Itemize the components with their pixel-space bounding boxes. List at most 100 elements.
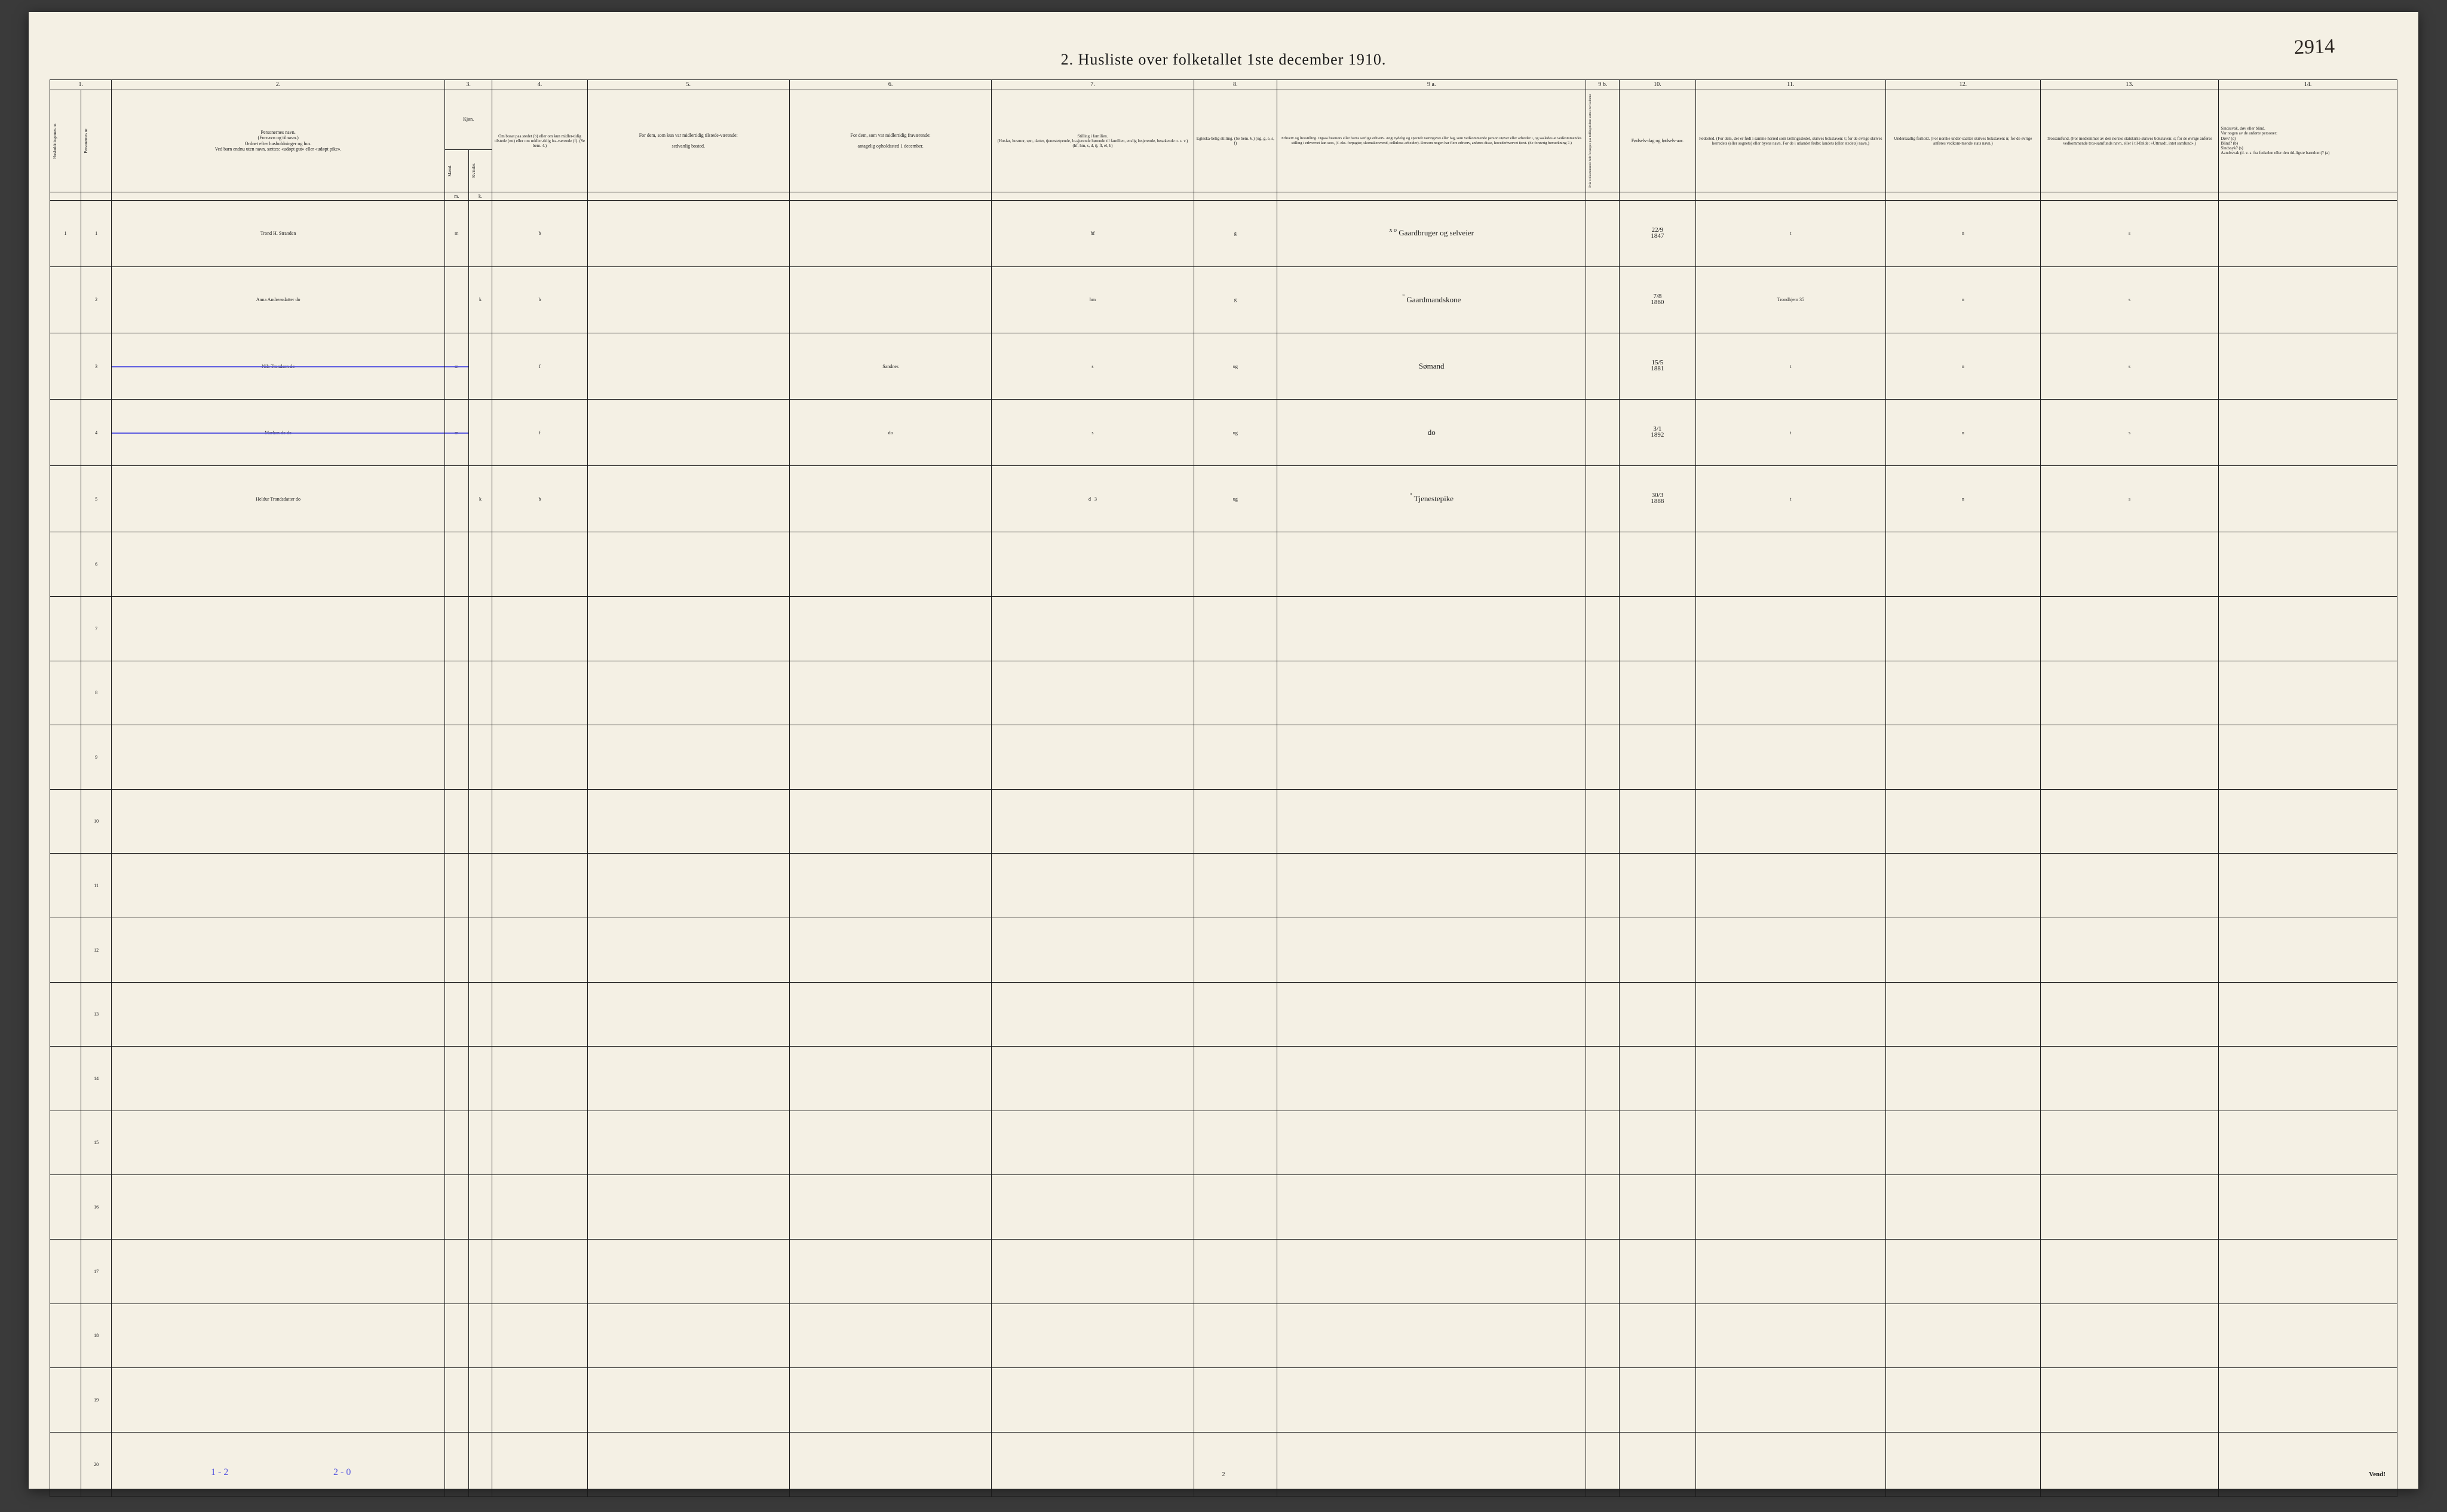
cell-7 xyxy=(992,854,1194,918)
cell-6 xyxy=(789,661,991,725)
cell-7 xyxy=(992,1175,1194,1240)
cell-13: s xyxy=(2040,466,2219,532)
cell-12 xyxy=(1886,789,2041,854)
cell-8 xyxy=(1194,1432,1277,1496)
cell-sex-k xyxy=(468,918,492,982)
col-num-14: 14. xyxy=(2219,80,2397,90)
cell-pnr: 18 xyxy=(81,1304,112,1368)
cell-11: Trondhjem 35 xyxy=(1695,266,1885,333)
cell-11 xyxy=(1695,661,1885,725)
cell-8: ug xyxy=(1194,400,1277,466)
cell-13: s xyxy=(2040,200,2219,266)
col-num-9a: 9 a. xyxy=(1277,80,1586,90)
cell-7 xyxy=(992,1368,1194,1433)
cell-bosat xyxy=(492,1432,587,1496)
cell-5 xyxy=(587,1175,789,1240)
cell-sex-k xyxy=(468,1304,492,1368)
cell-11 xyxy=(1695,1304,1885,1368)
cell-9a xyxy=(1277,854,1586,918)
cell-hnr xyxy=(50,266,81,333)
cell-9b xyxy=(1586,266,1620,333)
cell-6: do xyxy=(789,400,991,466)
cell-6 xyxy=(789,1432,991,1496)
cell-9b xyxy=(1586,1239,1620,1304)
cell-5 xyxy=(587,918,789,982)
hdr-kjon: Kjøn. xyxy=(444,90,492,149)
cell-6 xyxy=(789,1368,991,1433)
cell-5 xyxy=(587,400,789,466)
cell-12 xyxy=(1886,596,2041,661)
cell-5 xyxy=(587,1239,789,1304)
cell-11: t xyxy=(1695,200,1885,266)
cell-8 xyxy=(1194,532,1277,597)
cell-name xyxy=(112,1175,444,1240)
cell-11: t xyxy=(1695,466,1885,532)
hdr-6: For dem, som var midlertidig fraværende:… xyxy=(789,90,991,192)
cell-13 xyxy=(2040,1111,2219,1175)
cell-9b xyxy=(1586,1111,1620,1175)
cell-7 xyxy=(992,982,1194,1047)
cell-sex-k xyxy=(468,725,492,790)
cell-9b xyxy=(1586,466,1620,532)
cell-6 xyxy=(789,789,991,854)
cell-14 xyxy=(2219,1304,2397,1368)
cell-hnr xyxy=(50,1047,81,1111)
cell-name: Marken do do xyxy=(112,400,444,466)
col-num-4: 4. xyxy=(492,80,587,90)
table-row: 18 xyxy=(50,1304,2397,1368)
cell-sex-m xyxy=(444,1368,468,1433)
cell-13 xyxy=(2040,661,2219,725)
table-row: 19 xyxy=(50,1368,2397,1433)
cell-bosat xyxy=(492,918,587,982)
cell-11 xyxy=(1695,1111,1885,1175)
hdr-person-nr: Personernes nr. xyxy=(81,90,112,192)
cell-14 xyxy=(2219,725,2397,790)
cell-bosat xyxy=(492,1304,587,1368)
cell-14 xyxy=(2219,854,2397,918)
cell-9b xyxy=(1586,532,1620,597)
cell-pnr: 12 xyxy=(81,918,112,982)
cell-10 xyxy=(1620,1111,1695,1175)
cell-sex-k xyxy=(468,982,492,1047)
cell-5 xyxy=(587,333,789,400)
cell-bosat xyxy=(492,854,587,918)
cell-name xyxy=(112,1239,444,1304)
table-row: 12 xyxy=(50,918,2397,982)
cell-5 xyxy=(587,1432,789,1496)
cell-11 xyxy=(1695,1175,1885,1240)
cell-hnr xyxy=(50,596,81,661)
cell-9a: Sømand xyxy=(1277,333,1586,400)
table-row: 2 Anna Andreasdatter do k b hm g " Gaard… xyxy=(50,266,2397,333)
cell-7 xyxy=(992,1047,1194,1111)
cell-11 xyxy=(1695,1047,1885,1111)
cell-6 xyxy=(789,918,991,982)
cell-8 xyxy=(1194,854,1277,918)
cell-14 xyxy=(2219,200,2397,266)
cell-5 xyxy=(587,200,789,266)
cell-sex-m xyxy=(444,266,468,333)
cell-pnr: 9 xyxy=(81,725,112,790)
cell-sex-k xyxy=(468,1239,492,1304)
cell-9a xyxy=(1277,1111,1586,1175)
cell-9b xyxy=(1586,596,1620,661)
cell-6 xyxy=(789,1047,991,1111)
hdr-9a: Erhverv og livsstilling. Ogsaa husmors e… xyxy=(1277,90,1586,192)
cell-bosat xyxy=(492,596,587,661)
cell-pnr: 2 xyxy=(81,266,112,333)
cell-9b xyxy=(1586,333,1620,400)
cell-9a xyxy=(1277,725,1586,790)
cell-10 xyxy=(1620,982,1695,1047)
cell-10: 22/91847 xyxy=(1620,200,1695,266)
cell-13: s xyxy=(2040,400,2219,466)
cell-pnr: 11 xyxy=(81,854,112,918)
cell-9b xyxy=(1586,200,1620,266)
page-title: 2. Husliste over folketallet 1ste decemb… xyxy=(50,51,2397,69)
cell-8 xyxy=(1194,918,1277,982)
cell-10 xyxy=(1620,661,1695,725)
cell-6 xyxy=(789,1175,991,1240)
cell-sex-m xyxy=(444,532,468,597)
hdr-husholdning-nr: Husholdningernes nr. xyxy=(50,90,81,192)
footer-annotation-2: 2 - 0 xyxy=(333,1467,351,1478)
col-num-1: 1. xyxy=(50,80,112,90)
cell-10 xyxy=(1620,789,1695,854)
